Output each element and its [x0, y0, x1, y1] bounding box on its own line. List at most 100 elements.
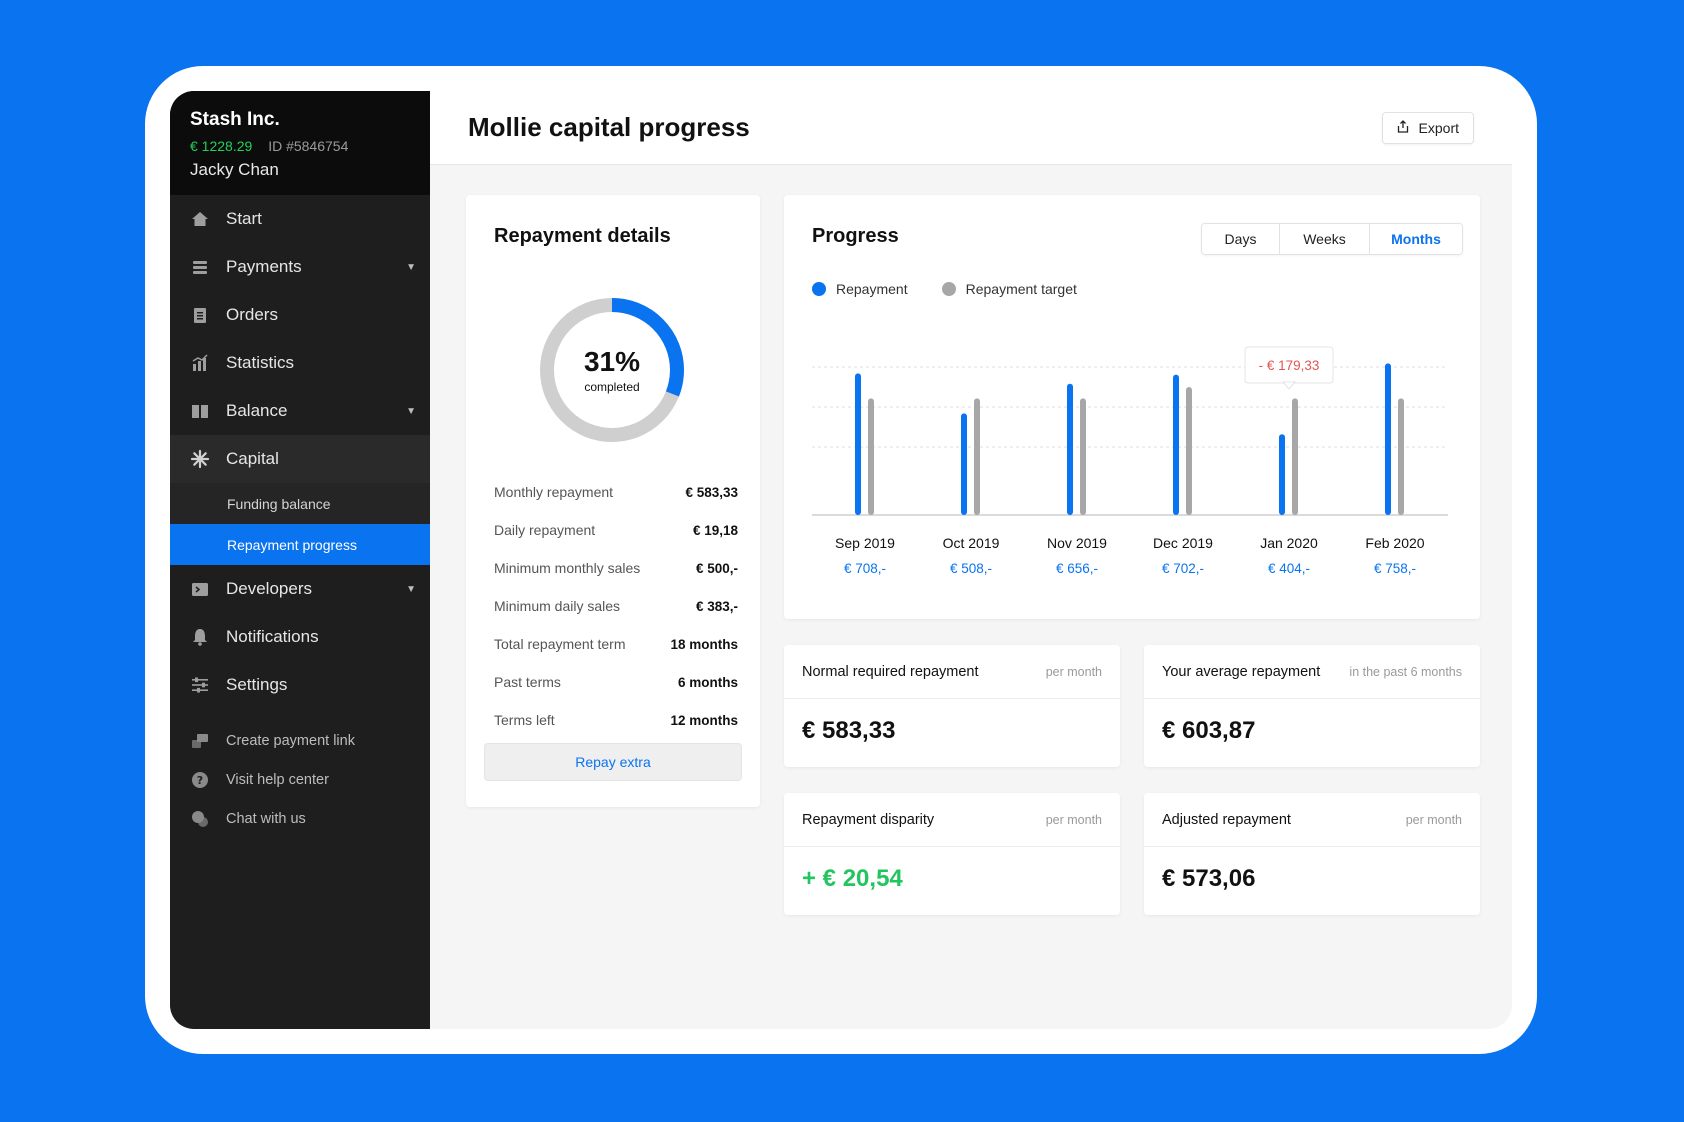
x-amount-label: € 758,- — [1374, 561, 1416, 576]
detail-label: Daily repayment — [494, 522, 596, 538]
sidebar-item-label: Balance — [226, 401, 288, 420]
detail-row: Minimum daily sales € 383,- — [494, 587, 738, 625]
payments-icon — [190, 257, 210, 277]
card-title: Repayment details — [494, 225, 671, 247]
detail-row: Minimum monthly sales € 500,- — [494, 549, 738, 587]
detail-value: € 19,18 — [692, 522, 738, 538]
stat-card-repayment-disparity: Repayment disparity per month + € 20,54 — [784, 793, 1120, 915]
sidebar-subitem-funding-balance[interactable]: Funding balance — [227, 495, 331, 512]
stat-label: Normal required repayment — [802, 663, 979, 680]
sidebar-item-label: Settings — [226, 675, 288, 694]
sidebar-item-balance[interactable]: Balance ▼ — [170, 387, 430, 435]
completion-label: completed — [584, 380, 640, 394]
repay-extra-button[interactable]: Repay extra — [484, 743, 742, 781]
stat-period: in the past 6 months — [1349, 664, 1462, 679]
sidebar-item-start[interactable]: Start — [170, 195, 430, 243]
terminal-icon — [190, 579, 210, 599]
help-icon: ? — [190, 770, 210, 790]
stat-label: Adjusted repayment — [1162, 811, 1291, 828]
account-id: ID #5846754 — [268, 138, 349, 154]
x-amount-label: € 404,- — [1268, 561, 1310, 576]
bar-target — [1292, 398, 1298, 515]
export-label: Export — [1418, 119, 1459, 136]
bar-target — [974, 398, 980, 515]
stat-card-normal-required: Normal required repayment per month € 58… — [784, 645, 1120, 767]
bar-repayment — [961, 413, 967, 515]
repayment-rows: Monthly repayment € 583,33 Daily repayment… — [494, 473, 738, 739]
bar-target — [868, 398, 874, 515]
sidebar-item-label: Developers — [226, 579, 312, 598]
donut-label: 31% completed — [532, 290, 692, 450]
progress-card: Sep 2019 € 708,- Oct 2019 € 508,- Nov 2019 € … — [784, 195, 1480, 619]
chevron-down-icon: ▼ — [406, 261, 416, 273]
bar-repayment — [855, 373, 861, 515]
repayment-details-card: Repayment details 31% completed Monthly … — [466, 195, 760, 807]
tooltip-pointer — [1281, 381, 1297, 390]
x-tick-label: Jan 2020 — [1260, 535, 1318, 551]
stat-label: Your average repayment — [1162, 663, 1321, 680]
bar-target — [1398, 398, 1404, 515]
stat-value: € 583,33 — [802, 717, 896, 744]
tablet-frame: Stash Inc. € 1228.29 ID #5846754 Jacky C… — [145, 66, 1537, 1054]
legend-item-target: Repayment target — [941, 281, 1077, 297]
secondary-label: Create payment link — [226, 732, 355, 749]
sidebar-item-label: Orders — [226, 305, 278, 324]
legend-label: Repayment — [836, 281, 908, 297]
book-icon — [190, 401, 210, 421]
stat-card-adjusted-repayment: Adjusted repayment per month € 573,06 — [1144, 793, 1480, 915]
sidebar-item-statistics[interactable]: Statistics — [170, 339, 430, 387]
detail-value: € 500,- — [695, 560, 738, 576]
sidebar-item-capital[interactable]: Capital — [170, 435, 430, 483]
stat-card-average-repayment: Your average repayment in the past 6 mon… — [1144, 645, 1480, 767]
share-icon — [1397, 119, 1409, 136]
sidebar-item-payments[interactable]: Payments ▼ — [170, 243, 430, 291]
x-tick-label: Sep 2019 — [835, 535, 895, 551]
create-payment-link[interactable]: Create payment link — [170, 721, 430, 760]
progress-chart: Sep 2019 € 708,- Oct 2019 € 508,- Nov 2019 € … — [812, 346, 1448, 576]
stat-label: Repayment disparity — [802, 811, 935, 828]
clipboard-icon — [190, 305, 210, 325]
detail-value: € 583,33 — [685, 484, 738, 500]
stat-head: Your average repayment in the past 6 mon… — [1144, 645, 1480, 699]
bar-repayment — [1385, 363, 1391, 515]
card-title: Progress — [812, 225, 899, 247]
app-screen: Stash Inc. € 1228.29 ID #5846754 Jacky C… — [170, 91, 1512, 1029]
visit-help-center[interactable]: ? Visit help center — [170, 760, 430, 799]
sidebar-subitem-repayment-progress[interactable]: Repayment progress — [170, 524, 430, 565]
account-switcher[interactable]: Stash Inc. € 1228.29 ID #5846754 Jacky C… — [170, 91, 430, 195]
export-button[interactable]: Export — [1381, 111, 1474, 144]
chart-legend: Repayment Repayment target — [812, 281, 1111, 297]
capital-icon — [190, 449, 210, 469]
detail-value: 6 months — [677, 674, 738, 690]
detail-row: Monthly repayment € 583,33 — [494, 473, 738, 511]
legend-dot-repayment — [812, 282, 826, 296]
bar-target — [1080, 398, 1086, 515]
tab-days[interactable]: Days — [1202, 224, 1280, 254]
bar-target — [1186, 387, 1192, 515]
donut-progress-arc — [540, 298, 684, 442]
stat-value: € 573,06 — [1162, 865, 1256, 892]
capital-submenu: Funding balance Repayment progress — [170, 483, 430, 565]
sidebar-item-notifications[interactable]: Notifications — [170, 613, 430, 661]
sidebar-item-developers[interactable]: Developers ▼ — [170, 565, 430, 613]
stat-period: per month — [1405, 812, 1462, 827]
chart-icon — [190, 353, 210, 373]
detail-label: Minimum daily sales — [494, 598, 621, 614]
stat-head: Adjusted repayment per month — [1144, 793, 1480, 847]
detail-label: Minimum monthly sales — [494, 560, 641, 576]
chat-with-us[interactable]: Chat with us — [170, 799, 430, 838]
stat-value: + € 20,54 — [802, 865, 903, 892]
header-bar: Mollie capital progress Export — [430, 91, 1512, 165]
bar-repayment — [1067, 383, 1073, 515]
sidebar-item-label: Notifications — [226, 627, 319, 646]
tab-months[interactable]: Months — [1370, 224, 1462, 254]
detail-row: Past terms 6 months — [494, 663, 738, 701]
x-tick-label: Dec 2019 — [1153, 535, 1213, 551]
chevron-down-icon: ▼ — [406, 583, 416, 595]
completion-donut — [540, 298, 684, 442]
tab-weeks[interactable]: Weeks — [1280, 224, 1370, 254]
x-tick-label: Oct 2019 — [943, 535, 1000, 551]
sliders-icon — [190, 675, 210, 695]
sidebar-item-settings[interactable]: Settings — [170, 661, 430, 709]
sidebar-item-orders[interactable]: Orders — [170, 291, 430, 339]
